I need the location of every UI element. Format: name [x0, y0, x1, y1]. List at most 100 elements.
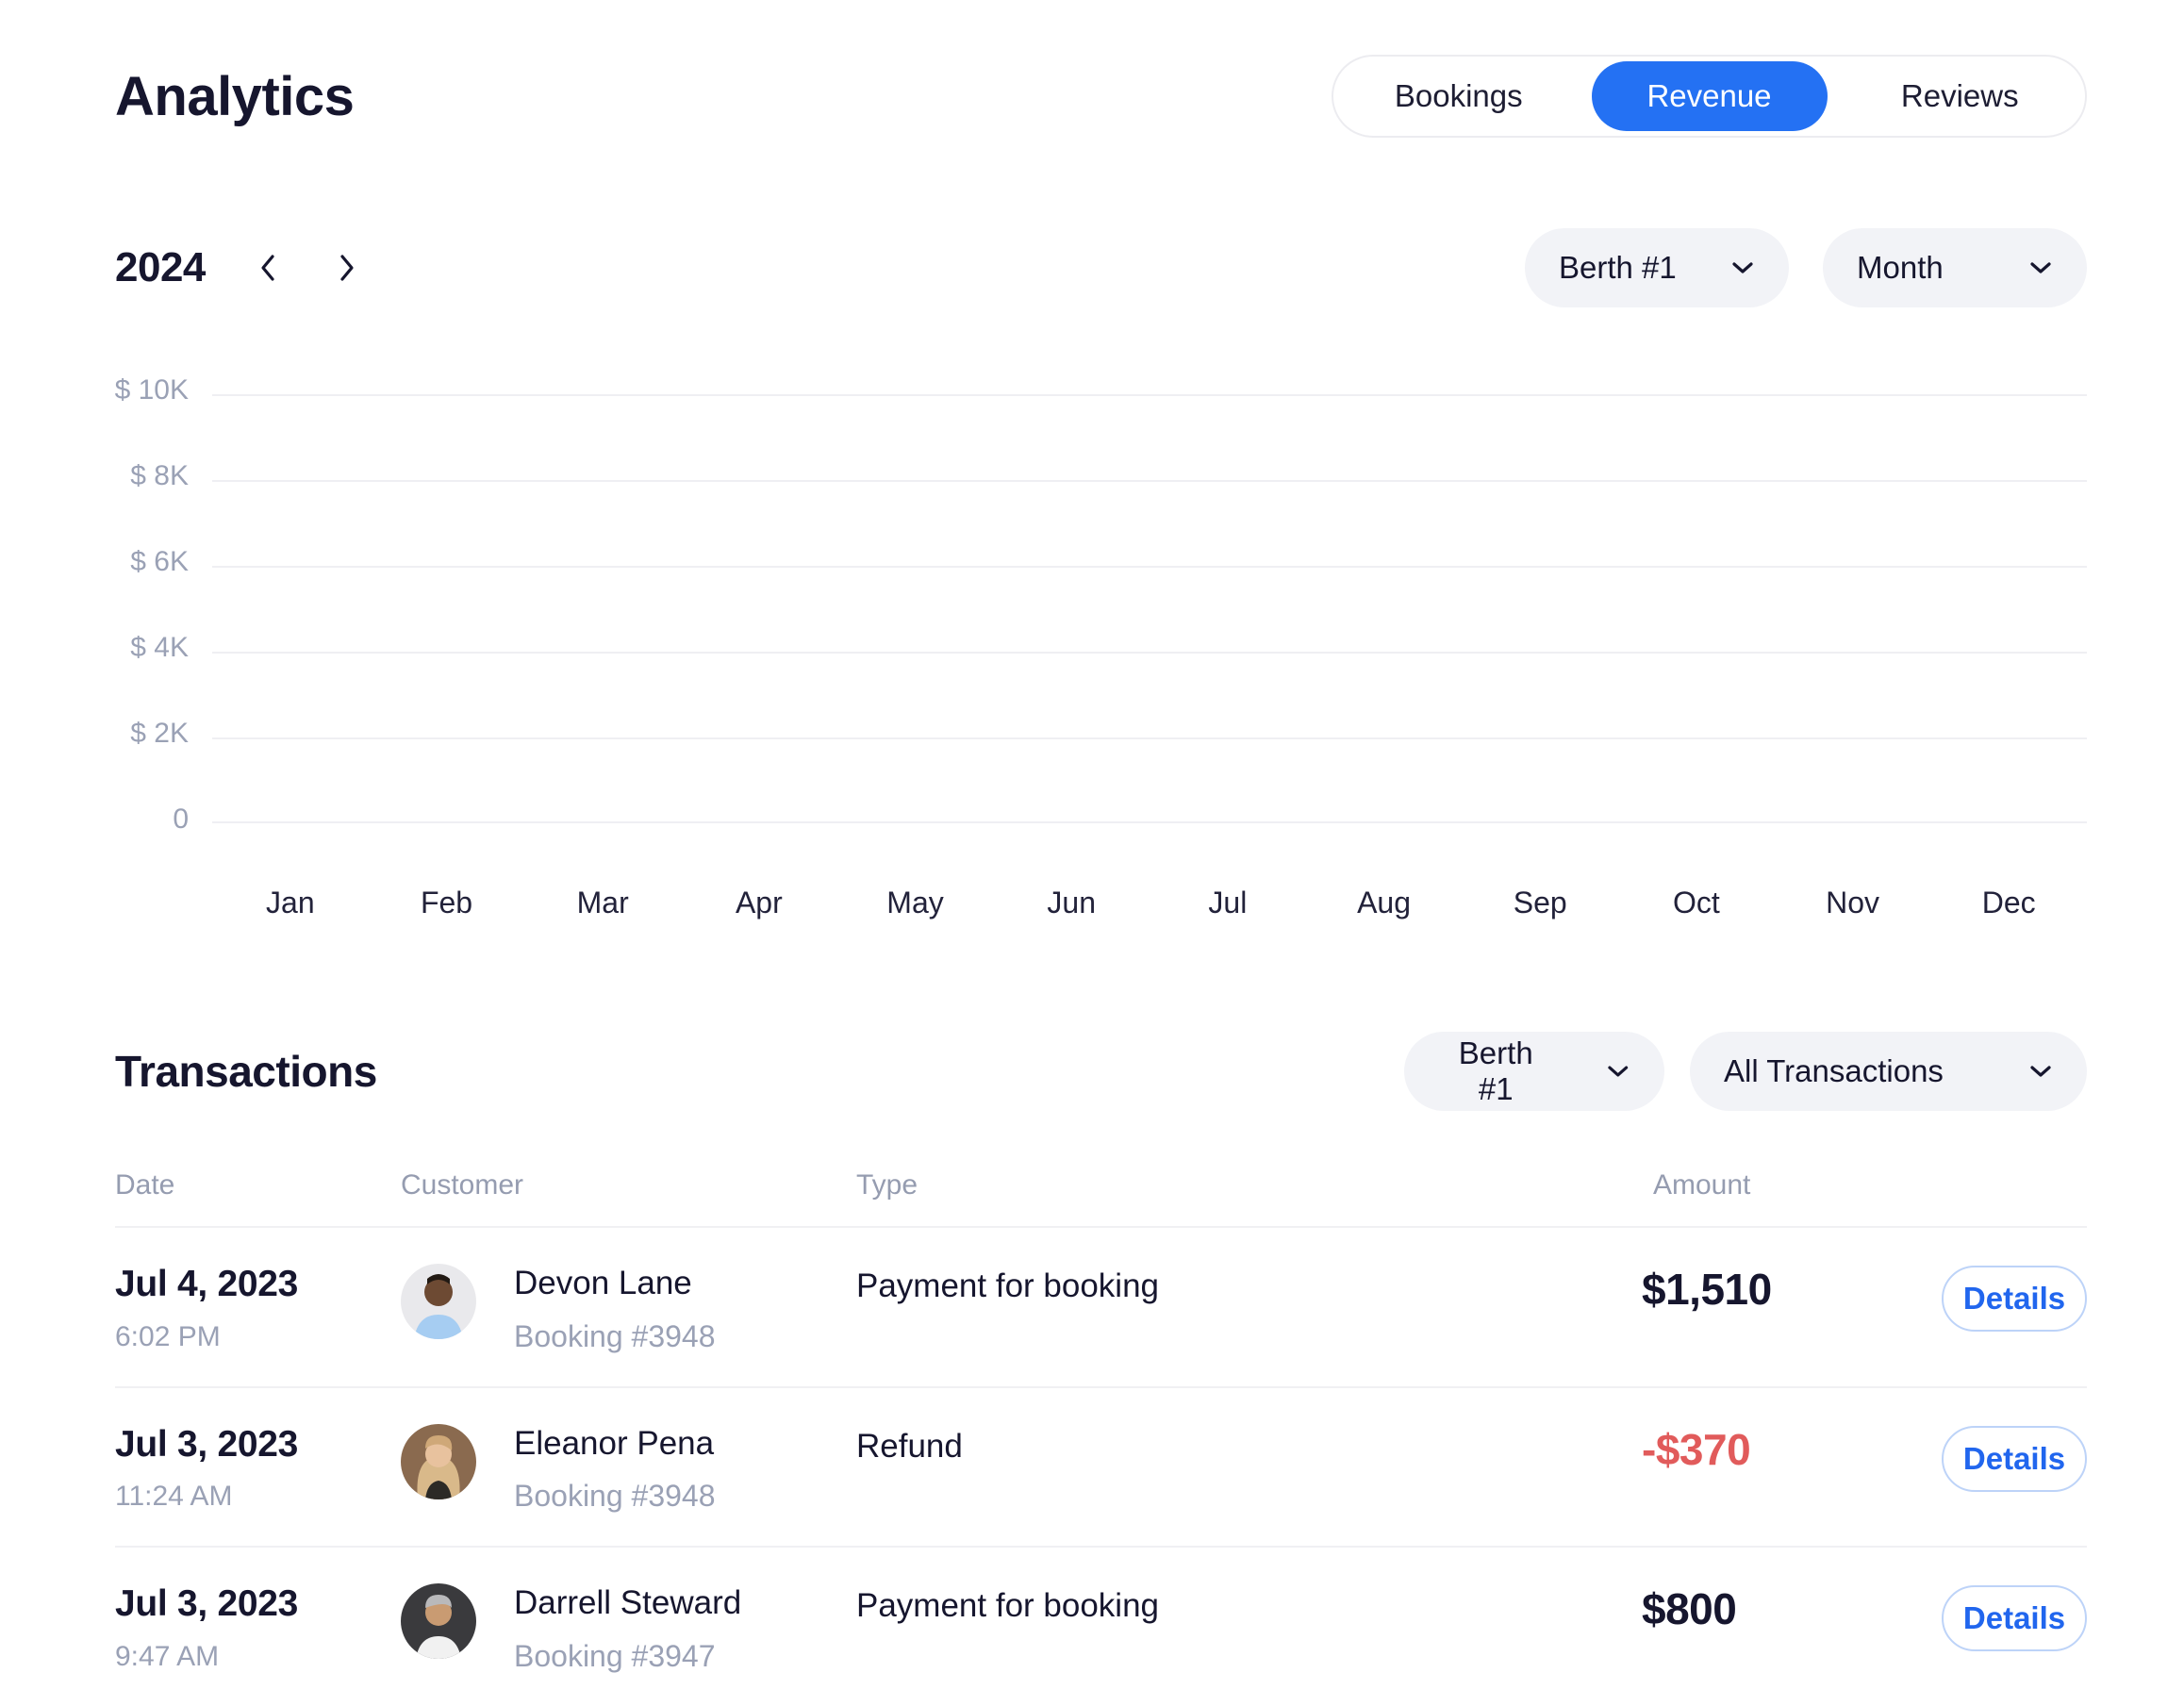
customer-cell: Eleanor Pena Booking #3948 — [401, 1423, 856, 1515]
chevron-down-icon — [1732, 262, 1753, 273]
x-tick: Oct — [1672, 886, 1720, 919]
transaction-date: Jul 3, 2023 — [115, 1583, 299, 1624]
date-cell: Jul 3, 2023 11:24 AM — [115, 1424, 401, 1514]
transactions-title: Transactions — [115, 1047, 377, 1096]
chart-x-axis: Jan Feb Mar Apr May Jun Jul Aug Sep Oct … — [212, 886, 2087, 920]
avatar — [401, 1423, 476, 1499]
gridline — [212, 737, 2087, 739]
tab-reviews[interactable]: Reviews — [1900, 78, 2019, 113]
gridline — [212, 480, 2087, 482]
customer-info: Devon Lane Booking #3948 — [514, 1264, 716, 1354]
period-filter-dropdown[interactable]: Month — [1823, 228, 2087, 307]
chart-plot-area — [212, 394, 2087, 823]
booking-number: Booking #3948 — [514, 1479, 716, 1513]
transaction-date: Jul 4, 2023 — [115, 1264, 299, 1304]
transactions-berth-dropdown[interactable]: Berth #1 — [1404, 1032, 1664, 1111]
transaction-time: 11:24 AM — [115, 1481, 233, 1513]
gridline — [212, 821, 2087, 823]
x-tick: Feb — [420, 886, 473, 919]
x-tick: Sep — [1513, 886, 1567, 919]
x-tick: Aug — [1357, 886, 1411, 919]
x-tick: Mar — [576, 886, 629, 919]
y-tick: $ 6K — [130, 545, 189, 577]
transaction-time: 6:02 PM — [115, 1320, 221, 1352]
details-button[interactable]: Details — [1942, 1585, 2087, 1651]
transaction-type: Payment for booking — [856, 1587, 1160, 1624]
analytics-page: Analytics Bookings Revenue Reviews 2024 — [115, 0, 2087, 1673]
transaction-amount: $1,510 — [1642, 1265, 1772, 1314]
transactions-filters: Berth #1 All Transactions — [1404, 1032, 2087, 1111]
x-tick: Jan — [266, 886, 315, 919]
previous-year-button[interactable] — [251, 243, 285, 292]
transactions-table: Date Customer Type Amount Jul 4, 2023 6:… — [115, 1169, 2087, 1706]
booking-number: Booking #3947 — [514, 1638, 716, 1673]
customer-name: Devon Lane — [514, 1265, 692, 1301]
customer-cell: Darrell Steward Booking #3947 — [401, 1583, 856, 1674]
year-label: 2024 — [115, 244, 206, 290]
chart-controls: 2024 Berth #1 Month — [115, 228, 2087, 307]
transactions-type-value: All Transactions — [1724, 1053, 1944, 1088]
customer-cell: Devon Lane Booking #3948 — [401, 1264, 856, 1354]
table-header-row: Date Customer Type Amount — [115, 1169, 2087, 1228]
chevron-down-icon — [2030, 262, 2051, 273]
year-navigator: 2024 — [115, 243, 364, 292]
berth-filter-value: Berth #1 — [1559, 250, 1677, 285]
revenue-chart: $ 10K $ 8K $ 6K $ 4K $ 2K 0 — [115, 374, 2087, 835]
table-row: Jul 4, 2023 6:02 PM Devon Lane Booking #… — [115, 1228, 2087, 1388]
gridline — [212, 566, 2087, 568]
tab-revenue[interactable]: Revenue — [1591, 61, 1828, 131]
transaction-date: Jul 3, 2023 — [115, 1423, 299, 1465]
chevron-down-icon — [2030, 1066, 2051, 1077]
y-tick: 0 — [173, 803, 189, 835]
transaction-amount: $800 — [1642, 1584, 1737, 1633]
tab-bar: Bookings Revenue Reviews — [1332, 55, 2087, 138]
period-filter-value: Month — [1857, 250, 1944, 285]
y-tick: $ 10K — [114, 373, 189, 406]
tab-bookings[interactable]: Bookings — [1394, 78, 1523, 113]
transactions-type-dropdown[interactable]: All Transactions — [1690, 1032, 2087, 1111]
table-row: Jul 3, 2023 9:47 AM Darrell Steward Book… — [115, 1548, 2087, 1706]
column-header-type: Type — [856, 1169, 918, 1201]
chevron-right-icon — [340, 255, 354, 281]
customer-info: Darrell Steward Booking #3947 — [514, 1583, 741, 1674]
page-header: Analytics Bookings Revenue Reviews — [115, 0, 2087, 138]
date-cell: Jul 3, 2023 9:47 AM — [115, 1583, 401, 1673]
column-header-customer: Customer — [401, 1169, 524, 1201]
date-cell: Jul 4, 2023 6:02 PM — [115, 1264, 401, 1353]
chevron-down-icon — [1608, 1066, 1629, 1077]
chart-y-axis: $ 10K $ 8K $ 6K $ 4K $ 2K 0 — [115, 374, 212, 835]
y-tick: $ 4K — [130, 631, 189, 663]
transaction-time: 9:47 AM — [115, 1640, 220, 1672]
x-tick: Dec — [1981, 886, 2036, 919]
x-tick: May — [886, 886, 944, 919]
booking-number: Booking #3948 — [514, 1318, 716, 1353]
y-tick: $ 2K — [130, 717, 189, 749]
transaction-type: Refund — [856, 1427, 963, 1465]
x-tick: Nov — [1826, 886, 1879, 919]
customer-name: Darrell Steward — [514, 1584, 742, 1621]
y-tick: $ 8K — [130, 459, 189, 491]
customer-name: Eleanor Pena — [514, 1424, 715, 1462]
transaction-type: Payment for booking — [856, 1267, 1160, 1304]
avatar — [401, 1264, 476, 1339]
details-button[interactable]: Details — [1942, 1266, 2087, 1332]
x-tick: Jul — [1208, 886, 1248, 919]
transactions-berth-value: Berth #1 — [1458, 1035, 1533, 1106]
gridline — [212, 394, 2087, 396]
x-tick: Apr — [735, 886, 783, 919]
berth-filter-dropdown[interactable]: Berth #1 — [1525, 228, 1789, 307]
customer-info: Eleanor Pena Booking #3948 — [514, 1424, 716, 1515]
next-year-button[interactable] — [330, 243, 364, 292]
chevron-left-icon — [261, 255, 274, 281]
column-header-date: Date — [115, 1169, 175, 1201]
details-button[interactable]: Details — [1942, 1425, 2087, 1492]
chart-filters: Berth #1 Month — [1525, 228, 2087, 307]
transactions-header: Transactions Berth #1 All Transactions — [115, 1032, 2087, 1111]
gridline — [212, 652, 2087, 654]
table-row: Jul 3, 2023 11:24 AM Eleanor Pena Bookin… — [115, 1388, 2087, 1548]
avatar — [401, 1583, 476, 1659]
column-header-amount: Amount — [1653, 1169, 1751, 1201]
transaction-amount: -$370 — [1642, 1424, 1751, 1474]
x-tick: Jun — [1047, 886, 1096, 919]
page-title: Analytics — [115, 65, 355, 127]
